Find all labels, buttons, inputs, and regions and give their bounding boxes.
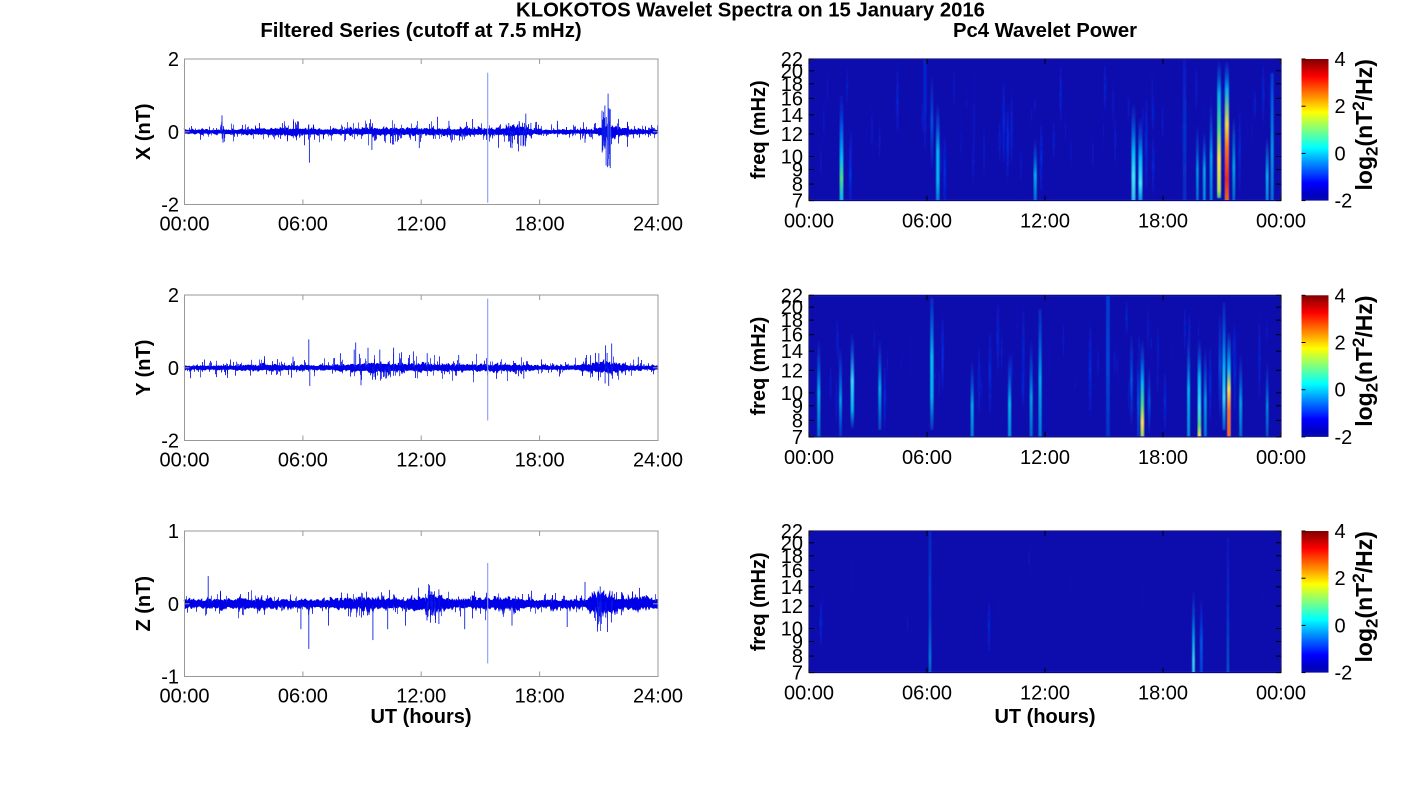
svg-text:KLOKOTOS Wavelet Spectra on 15: KLOKOTOS Wavelet Spectra on 15 January 2…: [516, 0, 985, 22]
svg-text:9: 9: [792, 632, 803, 654]
svg-text:-2: -2: [161, 195, 179, 217]
svg-text:18:00: 18:00: [1138, 211, 1188, 233]
svg-text:22: 22: [781, 521, 803, 543]
svg-text:2: 2: [1335, 333, 1346, 355]
svg-text:7: 7: [792, 663, 803, 685]
svg-text:12:00: 12:00: [1020, 211, 1070, 233]
svg-text:9: 9: [792, 160, 803, 182]
svg-text:10: 10: [781, 618, 803, 640]
svg-text:00:00: 00:00: [159, 686, 209, 708]
svg-text:24:00: 24:00: [633, 214, 683, 236]
svg-text:-2: -2: [1335, 663, 1353, 685]
svg-text:12: 12: [781, 596, 803, 618]
svg-text:7: 7: [792, 191, 803, 213]
svg-text:1: 1: [168, 521, 179, 543]
svg-text:22: 22: [781, 285, 803, 307]
svg-text:18:00: 18:00: [515, 214, 565, 236]
svg-text:-2: -2: [1335, 427, 1353, 449]
svg-text:22: 22: [781, 49, 803, 71]
svg-text:00:00: 00:00: [159, 214, 209, 236]
svg-text:20: 20: [781, 61, 803, 83]
svg-text:7: 7: [792, 427, 803, 449]
svg-text:0: 0: [168, 358, 179, 380]
svg-text:Y (nT): Y (nT): [133, 340, 155, 396]
svg-text:16: 16: [781, 325, 803, 347]
svg-text:06:00: 06:00: [902, 683, 952, 705]
svg-text:12:00: 12:00: [396, 214, 446, 236]
svg-text:freq (mHz): freq (mHz): [748, 552, 770, 651]
svg-text:18:00: 18:00: [1138, 447, 1188, 469]
svg-text:4: 4: [1335, 49, 1346, 71]
svg-text:06:00: 06:00: [902, 447, 952, 469]
svg-text:00:00: 00:00: [1256, 683, 1306, 705]
svg-text:2: 2: [168, 285, 179, 307]
svg-text:Filtered Series (cutoff at 7.5: Filtered Series (cutoff at 7.5 mHz): [260, 20, 581, 42]
svg-text:06:00: 06:00: [902, 211, 952, 233]
svg-text:00:00: 00:00: [784, 447, 834, 469]
svg-text:18: 18: [781, 74, 803, 96]
svg-text:log2(nT2/Hz): log2(nT2/Hz): [1349, 59, 1382, 190]
svg-text:10: 10: [781, 383, 803, 405]
svg-text:2: 2: [1335, 96, 1346, 118]
svg-text:4: 4: [1335, 285, 1346, 307]
svg-text:-2: -2: [161, 431, 179, 453]
svg-text:16: 16: [781, 560, 803, 582]
svg-text:20: 20: [781, 297, 803, 319]
svg-text:0: 0: [1335, 615, 1346, 637]
svg-text:18:00: 18:00: [515, 686, 565, 708]
svg-text:-1: -1: [161, 667, 179, 689]
svg-text:9: 9: [792, 396, 803, 418]
svg-text:00:00: 00:00: [159, 450, 209, 472]
svg-text:Pc4 Wavelet Power: Pc4 Wavelet Power: [953, 20, 1137, 42]
svg-text:18: 18: [781, 546, 803, 568]
svg-text:UT (hours): UT (hours): [370, 706, 471, 728]
svg-text:8: 8: [792, 646, 803, 668]
svg-text:0: 0: [1335, 143, 1346, 165]
svg-text:24:00: 24:00: [633, 686, 683, 708]
svg-text:log2(nT2/Hz): log2(nT2/Hz): [1349, 295, 1382, 426]
svg-text:14: 14: [781, 105, 803, 127]
svg-text:10: 10: [781, 146, 803, 168]
svg-text:14: 14: [781, 577, 803, 599]
svg-text:4: 4: [1335, 521, 1346, 543]
svg-text:06:00: 06:00: [278, 214, 328, 236]
svg-text:2: 2: [168, 49, 179, 71]
svg-text:12:00: 12:00: [396, 450, 446, 472]
svg-text:freq (mHz): freq (mHz): [748, 317, 770, 416]
svg-text:12:00: 12:00: [1020, 447, 1070, 469]
svg-text:0: 0: [1335, 380, 1346, 402]
svg-text:8: 8: [792, 410, 803, 432]
svg-text:0: 0: [168, 122, 179, 144]
svg-text:00:00: 00:00: [784, 683, 834, 705]
svg-text:12: 12: [781, 124, 803, 146]
svg-text:12:00: 12:00: [1020, 683, 1070, 705]
svg-text:00:00: 00:00: [1256, 211, 1306, 233]
svg-text:12:00: 12:00: [396, 686, 446, 708]
svg-text:00:00: 00:00: [784, 211, 834, 233]
svg-text:X (nT): X (nT): [133, 103, 155, 160]
svg-text:log2(nT2/Hz): log2(nT2/Hz): [1349, 531, 1382, 662]
svg-text:18:00: 18:00: [1138, 683, 1188, 705]
svg-text:18: 18: [781, 310, 803, 332]
svg-text:12: 12: [781, 360, 803, 382]
svg-text:00:00: 00:00: [1256, 447, 1306, 469]
svg-text:UT (hours): UT (hours): [994, 706, 1095, 728]
svg-text:06:00: 06:00: [278, 450, 328, 472]
svg-text:16: 16: [781, 88, 803, 110]
svg-text:18:00: 18:00: [515, 450, 565, 472]
svg-text:20: 20: [781, 533, 803, 555]
svg-text:Z (nT): Z (nT): [133, 576, 155, 632]
svg-text:8: 8: [792, 174, 803, 196]
svg-text:06:00: 06:00: [278, 686, 328, 708]
svg-text:0: 0: [168, 594, 179, 616]
svg-text:14: 14: [781, 341, 803, 363]
svg-text:2: 2: [1335, 568, 1346, 590]
svg-text:24:00: 24:00: [633, 450, 683, 472]
svg-text:freq (mHz): freq (mHz): [748, 80, 770, 179]
svg-text:-2: -2: [1335, 191, 1353, 213]
